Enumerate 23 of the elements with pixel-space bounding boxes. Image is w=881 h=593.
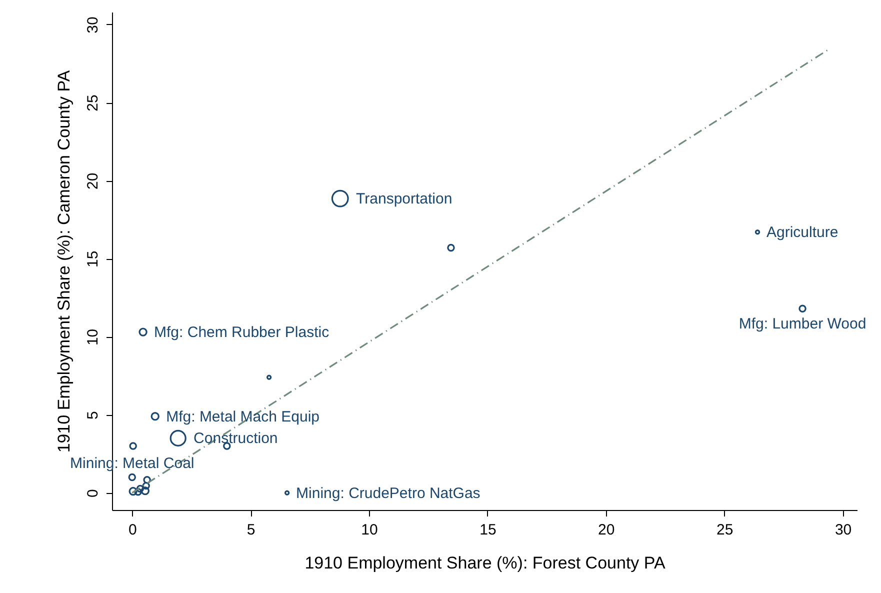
- x-tick-label: 5: [246, 522, 256, 538]
- y-tick-label: 15: [84, 250, 102, 268]
- annotation: Transportation: [356, 190, 452, 208]
- y-tick-label: 5: [84, 411, 102, 420]
- y-tick-label: 10: [84, 328, 102, 346]
- x-axis-title: 1910 Employment Share (%): Forest County PA: [304, 554, 666, 572]
- x-tick-label: 30: [834, 522, 852, 538]
- y-tick-label: 25: [84, 94, 102, 112]
- annotation: Construction: [194, 430, 278, 448]
- annotation: Mfg: Lumber Wood: [738, 316, 866, 333]
- x-tick-label: 15: [480, 522, 496, 538]
- x-tick-label: 10: [361, 522, 378, 538]
- x-tick-label: 0: [128, 522, 137, 538]
- annotation: Mfg: Chem Rubber Plastic: [154, 324, 330, 342]
- y-axis-title: 1910 Employment Share (%): Cameron County PA: [54, 70, 74, 453]
- annotation: Agriculture: [766, 224, 838, 242]
- annotation: Mfg: Metal Mach Equip: [166, 408, 320, 426]
- y-tick-label: 30: [84, 16, 102, 34]
- y-tick-label: 0: [84, 489, 102, 498]
- x-tick-label: 20: [598, 522, 615, 538]
- y-tick-label: 20: [84, 172, 102, 190]
- x-tick-label: 25: [716, 522, 734, 538]
- annotation: Mining: CrudePetro NatGas: [296, 484, 480, 502]
